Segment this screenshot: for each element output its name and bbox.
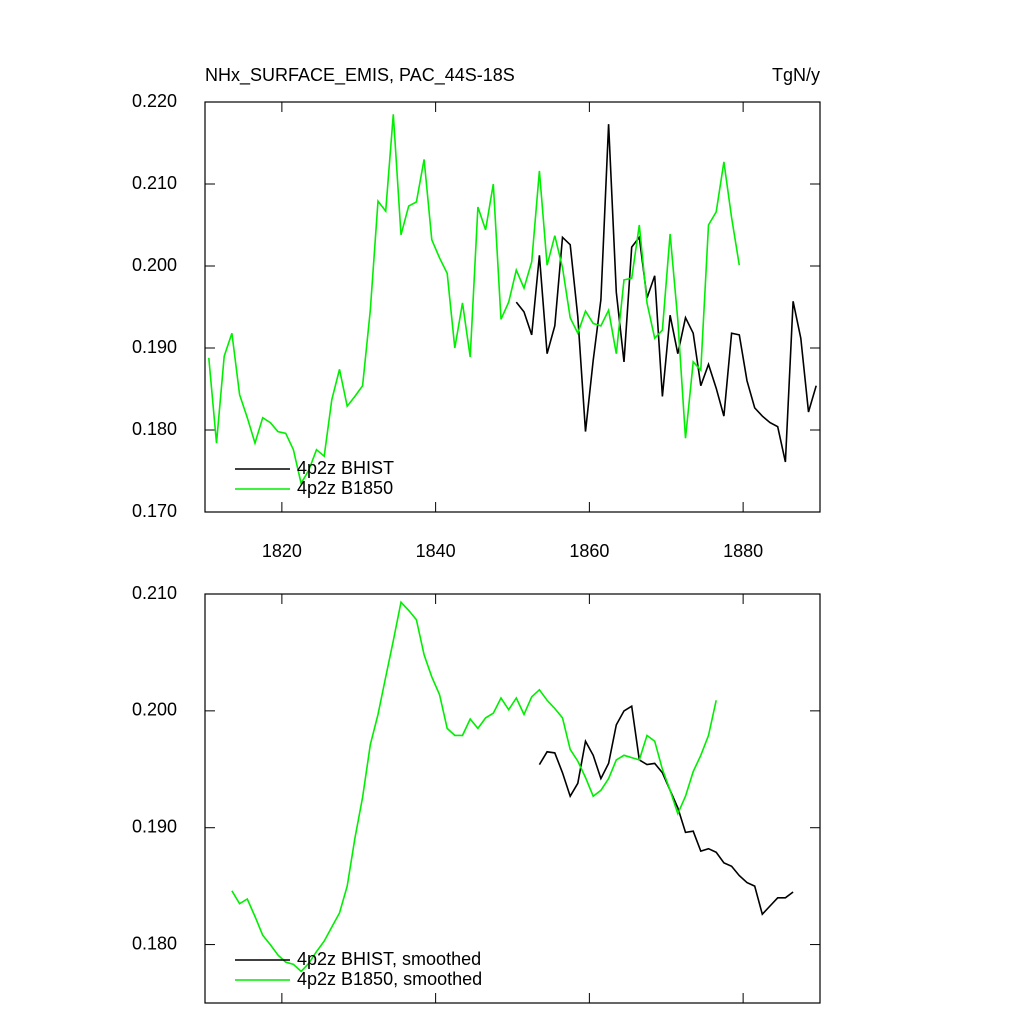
data-line: [208, 114, 741, 486]
legend-label: 4p2z B1850, smoothed: [297, 969, 482, 989]
y-tick-label: 0.210: [132, 583, 177, 603]
units-label: TgN/y: [772, 65, 820, 85]
data-line: [515, 124, 817, 463]
x-tick-label: 1880: [723, 541, 763, 561]
x-tick-label: 1860: [569, 541, 609, 561]
data-line: [231, 600, 717, 973]
x-tick-label: 1840: [416, 541, 456, 561]
data-line: [538, 704, 794, 916]
legend-label: 4p2z B1850: [297, 478, 393, 498]
y-tick-label: 0.200: [132, 255, 177, 275]
y-tick-label: 0.220: [132, 91, 177, 111]
chart-title: NHx_SURFACE_EMIS, PAC_44S-18S: [205, 65, 515, 86]
legend-label: 4p2z BHIST: [297, 458, 394, 478]
plot-frame: [204, 101, 821, 513]
y-tick-label: 0.190: [132, 337, 177, 357]
y-tick-label: 0.210: [132, 173, 177, 193]
x-tick-label: 1820: [262, 541, 302, 561]
y-tick-label: 0.190: [132, 816, 177, 836]
plot-frame: [204, 593, 821, 1004]
y-tick-label: 0.180: [132, 419, 177, 439]
y-tick-label: 0.170: [132, 501, 177, 521]
y-tick-label: 0.200: [132, 700, 177, 720]
y-tick-label: 0.180: [132, 933, 177, 953]
legend-label: 4p2z BHIST, smoothed: [297, 949, 481, 969]
